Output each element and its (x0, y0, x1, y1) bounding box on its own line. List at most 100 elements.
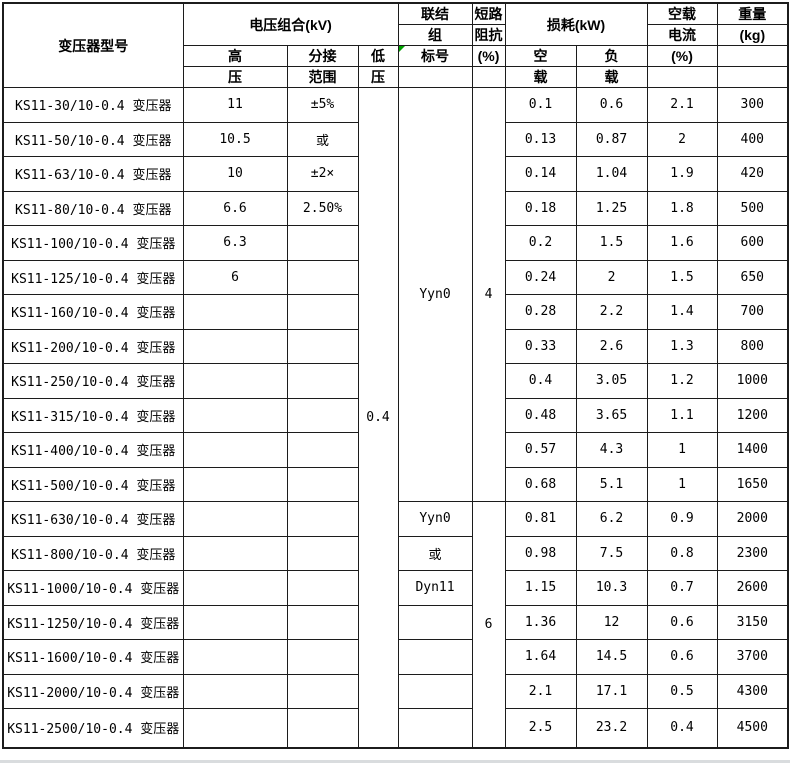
header-weight-l1: 重量 (716, 2, 789, 25)
noload-current-cell: 0.6 (646, 639, 718, 675)
weight-cell: 1400 (716, 432, 789, 468)
weight-cell: 3700 (716, 639, 789, 675)
hv-cell: 6.3 (182, 225, 288, 261)
model-cell: KS11-50/10-0.4 变压器 (2, 121, 184, 157)
tap-cell (286, 432, 359, 468)
weight-cell: 4300 (716, 673, 789, 709)
conn-cell: 或 (397, 535, 473, 571)
hv-cell: 11 (182, 87, 288, 123)
model-cell: KS11-800/10-0.4 变压器 (2, 535, 184, 571)
noload-current-cell: 1.5 (646, 259, 718, 295)
noload-loss-cell: 0.68 (504, 466, 577, 502)
model-cell: KS11-400/10-0.4 变压器 (2, 432, 184, 468)
load-loss-cell: 0.6 (575, 87, 648, 123)
header-row-3: 高 分接 低 标号 (%) 空 负 (%) (3, 45, 789, 67)
table-row: KS11-125/10-0.4 变压器 6 0.24 2 1.5 650 (2, 259, 789, 295)
header-current-empty (646, 66, 718, 88)
weight-cell: 1000 (716, 363, 789, 399)
noload-current-cell: 0.9 (646, 501, 718, 537)
model-cell: KS11-1250/10-0.4 变压器 (2, 604, 184, 640)
hv-cell (182, 673, 288, 709)
load-loss-cell: 12 (575, 604, 648, 640)
hv-cell (182, 570, 288, 606)
header-conn-l2: 组 (397, 24, 473, 46)
tap-cell (286, 466, 359, 502)
tap-cell (286, 708, 359, 748)
weight-cell: 1200 (716, 397, 789, 433)
hv-cell (182, 294, 288, 330)
load-loss-cell: 1.5 (575, 225, 648, 261)
header-current-l1: 空载 (646, 2, 718, 25)
noload-current-cell: 1.4 (646, 294, 718, 330)
table-row: KS11-100/10-0.4 变压器 6.3 0.2 1.5 1.6 600 (2, 225, 789, 261)
tap-cell (286, 259, 359, 295)
table-row: KS11-80/10-0.4 变压器 6.6 2.50% 0.18 1.25 1… (2, 190, 789, 226)
noload-loss-cell: 0.24 (504, 259, 577, 295)
load-loss-cell: 2 (575, 259, 648, 295)
tap-cell (286, 225, 359, 261)
noload-current-cell: 0.8 (646, 535, 718, 571)
conn-cell: Yyn0 (397, 501, 473, 537)
hv-cell (182, 328, 288, 364)
weight-cell: 2300 (716, 535, 789, 571)
noload-current-cell: 1 (646, 432, 718, 468)
noload-current-cell: 1.8 (646, 190, 718, 226)
noload-loss-cell: 0.28 (504, 294, 577, 330)
tap-cell: ±2× (286, 156, 359, 192)
noload-current-cell: 2 (646, 121, 718, 157)
conn-cell (397, 639, 473, 675)
table-row: KS11-315/10-0.4 变压器 0.48 3.65 1.1 1200 (2, 397, 789, 433)
model-cell: KS11-500/10-0.4 变压器 (2, 466, 184, 502)
header-load-l1: 负 (575, 45, 648, 67)
weight-cell: 2000 (716, 501, 789, 537)
load-loss-cell: 1.25 (575, 190, 648, 226)
tap-cell (286, 639, 359, 675)
table-row: KS11-400/10-0.4 变压器 0.57 4.3 1 1400 (2, 432, 789, 468)
noload-current-cell: 0.5 (646, 673, 718, 709)
weight-cell: 700 (716, 294, 789, 330)
hv-cell (182, 363, 288, 399)
tap-cell (286, 363, 359, 399)
table-row: KS11-30/10-0.4 变压器 11 ±5% 0.4 Yyn0 4 0.1… (2, 87, 789, 748)
bottom-divider (0, 760, 790, 763)
noload-current-cell: 1.1 (646, 397, 718, 433)
noload-current-cell: 2.1 (646, 87, 718, 123)
noload-loss-cell: 0.48 (504, 397, 577, 433)
header-noload-l1: 空 (504, 45, 577, 67)
tap-cell: ±5% (286, 87, 359, 123)
noload-loss-cell: 0.33 (504, 328, 577, 364)
table-row: KS11-250/10-0.4 变压器 0.4 3.05 1.2 1000 (2, 363, 789, 399)
load-loss-cell: 0.87 (575, 121, 648, 157)
model-cell: KS11-2500/10-0.4 变压器 (2, 708, 184, 748)
model-cell: KS11-160/10-0.4 变压器 (2, 294, 184, 330)
header-row-4: 压 范围 压 载 载 (3, 66, 789, 88)
weight-cell: 2600 (716, 570, 789, 606)
noload-loss-cell: 0.1 (504, 87, 577, 123)
load-loss-cell: 23.2 (575, 708, 648, 748)
load-loss-cell: 1.04 (575, 156, 648, 192)
header-conn-l1: 联结 (397, 2, 473, 25)
header-lv-l1: 低 (357, 45, 399, 67)
noload-loss-cell: 0.13 (504, 121, 577, 157)
noload-current-cell: 0.6 (646, 604, 718, 640)
conn-merged-cell: Yyn0 (397, 87, 473, 502)
load-loss-cell: 3.65 (575, 397, 648, 433)
header-conn-l3-cell: 标号 (397, 45, 473, 67)
weight-cell: 300 (716, 87, 789, 123)
header-current-l3: (%) (646, 45, 718, 67)
table-row: KS11-200/10-0.4 变压器 0.33 2.6 1.3 800 (2, 328, 789, 364)
noload-loss-cell: 0.2 (504, 225, 577, 261)
cell-corner-marker-icon (399, 46, 405, 52)
model-cell: KS11-125/10-0.4 变压器 (2, 259, 184, 295)
model-cell: KS11-1600/10-0.4 变压器 (2, 639, 184, 675)
hv-cell (182, 501, 288, 537)
hv-cell: 6 (182, 259, 288, 295)
noload-current-cell: 1 (646, 466, 718, 502)
weight-cell: 3150 (716, 604, 789, 640)
lv-merged-cell: 0.4 (357, 87, 399, 748)
noload-current-cell: 0.4 (646, 708, 718, 748)
hv-cell: 10.5 (182, 121, 288, 157)
model-cell: KS11-80/10-0.4 变压器 (2, 190, 184, 226)
tap-cell (286, 397, 359, 433)
weight-cell: 1650 (716, 466, 789, 502)
